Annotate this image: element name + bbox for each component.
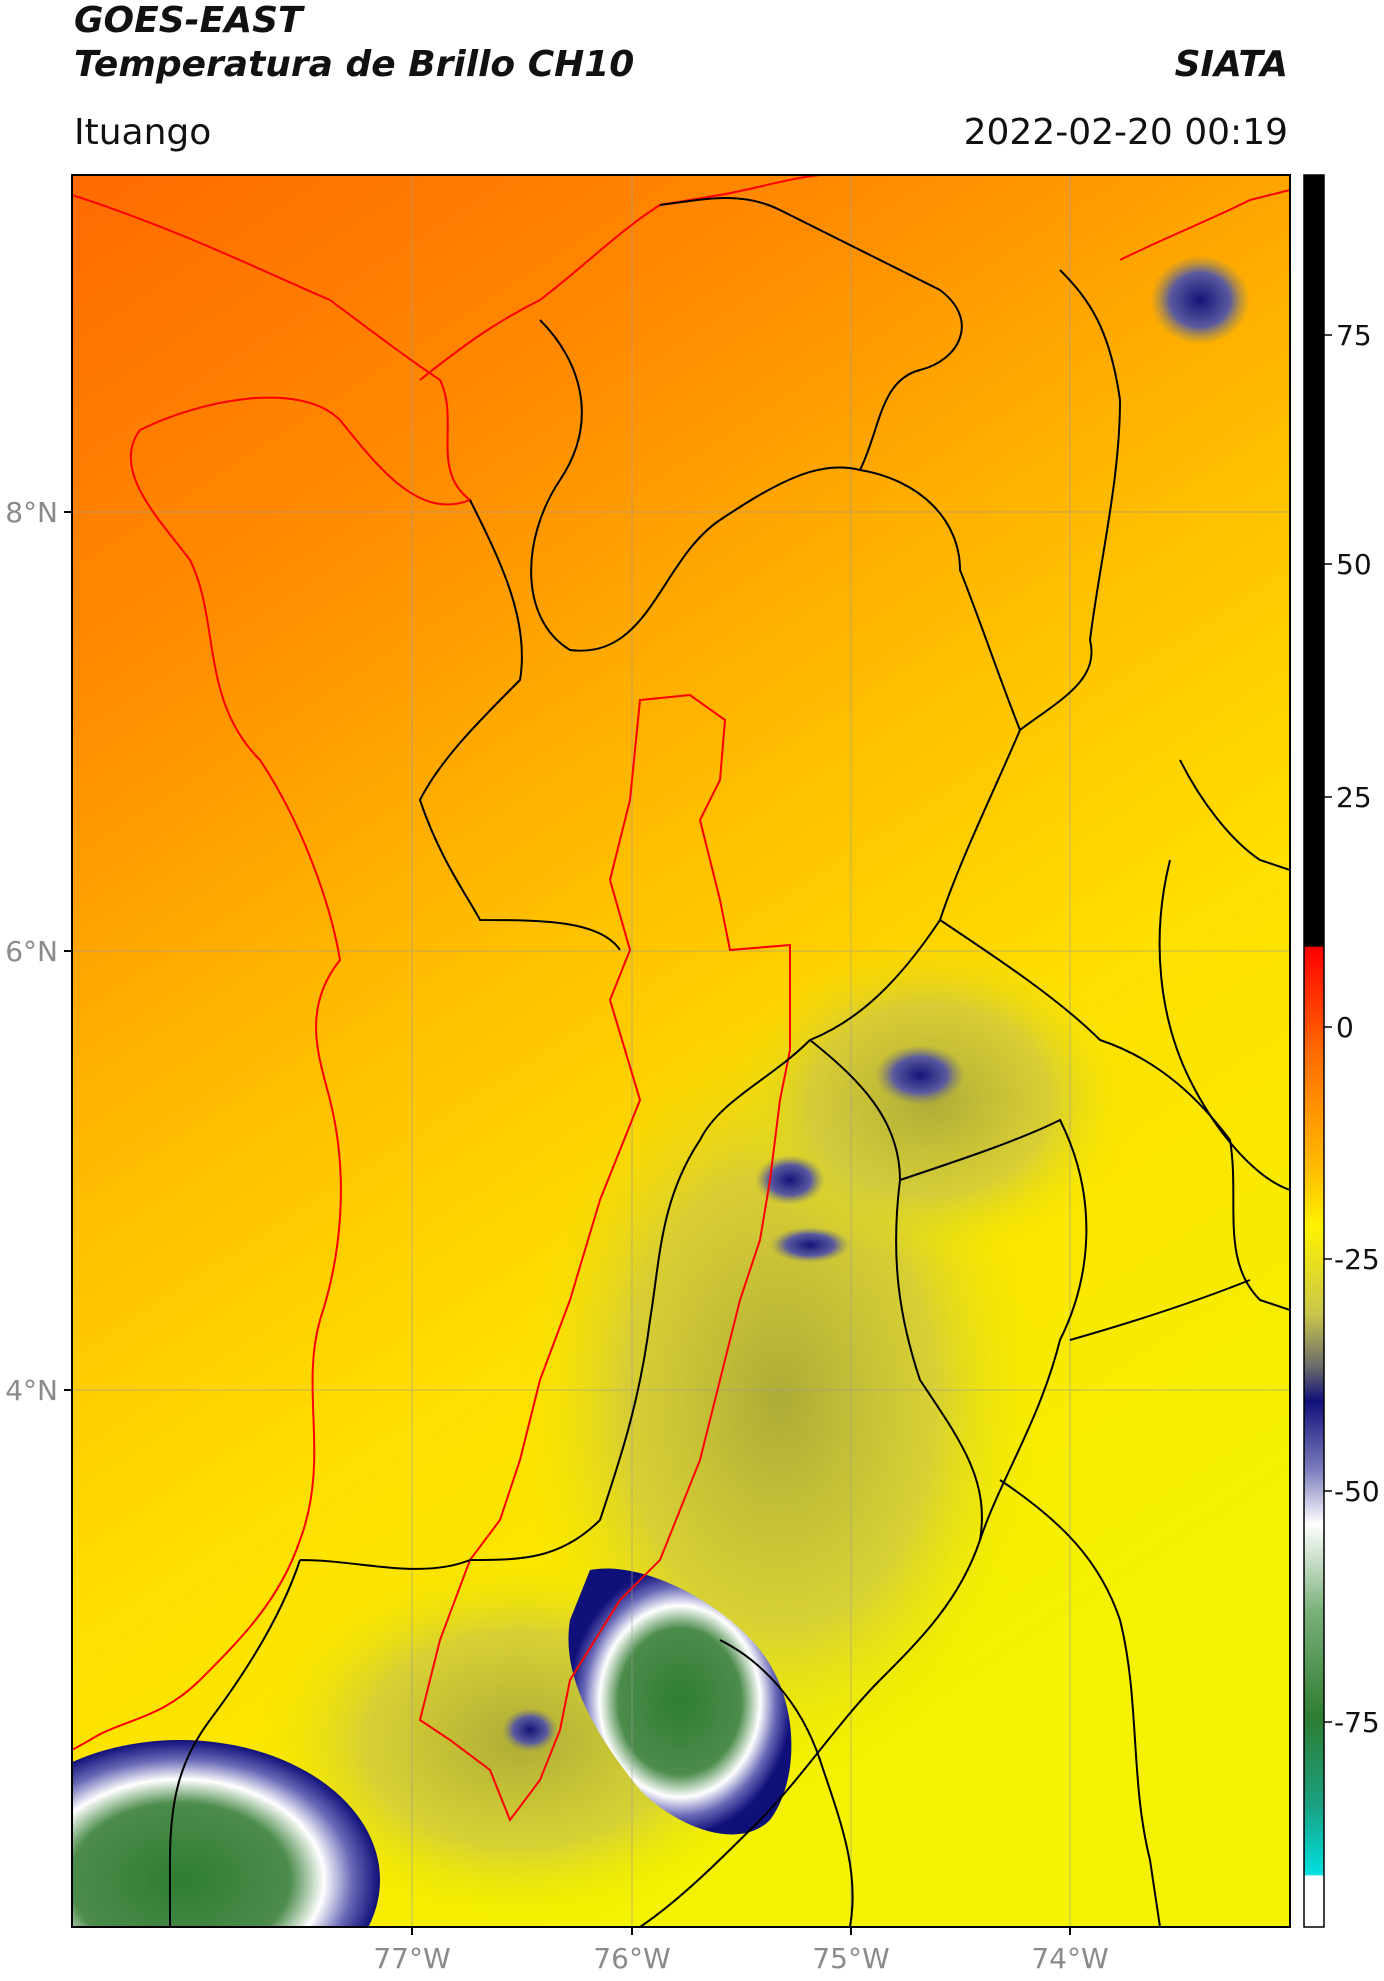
map-panel <box>72 175 1290 1927</box>
department-borders <box>169 197 1290 1927</box>
colorbar-tick-50: 50 <box>1336 548 1372 581</box>
colorbar-tick-25: 25 <box>1336 781 1372 814</box>
title-line-2: Temperatura de Brillo CH10 <box>74 44 635 85</box>
graticule <box>72 175 1290 1927</box>
colorbar-tick-0: 0 <box>1336 1011 1354 1044</box>
location-label: Ituango <box>74 112 212 153</box>
colorbar-tick-neg50: -50 <box>1334 1475 1380 1508</box>
cold-cloud-south-small <box>502 1708 558 1752</box>
lat-tick-6n: 6°N <box>5 935 58 968</box>
convective-cell-southwest <box>72 1740 380 1927</box>
lat-tick-8n: 8°N <box>5 496 58 529</box>
colorbar-scale <box>1303 174 1325 1928</box>
cold-cloud-center <box>755 1155 825 1205</box>
convective-cell-south <box>568 1568 792 1835</box>
colorbar-tick-75: 75 <box>1336 319 1372 352</box>
cold-cloud-northeast <box>1150 255 1250 345</box>
basin-outline <box>418 693 791 1823</box>
lon-tick-74w: 74°W <box>1031 1942 1108 1975</box>
lon-tick-77w: 77°W <box>373 1942 450 1975</box>
coastline <box>72 194 473 1751</box>
cold-cloud-center-2 <box>770 1227 850 1263</box>
axis-ticks <box>64 511 1071 1935</box>
colorbar: 75 50 25 0 -25 -50 -75 <box>1303 174 1380 1928</box>
lon-tick-76w: 76°W <box>593 1942 670 1975</box>
lon-tick-75w: 75°W <box>812 1942 889 1975</box>
cold-cloud-east <box>875 1045 965 1105</box>
timestamp-label: 2022-02-20 00:19 <box>963 112 1288 153</box>
north-coast <box>1119 189 1290 261</box>
colorbar-tick-neg75: -75 <box>1334 1706 1380 1739</box>
brand-label: SIATA <box>1174 44 1288 85</box>
map-frame <box>71 174 1291 1928</box>
gulf-coast <box>419 175 821 381</box>
lat-tick-4n: 4°N <box>5 1374 58 1407</box>
colorbar-tick-neg25: -25 <box>1334 1243 1380 1276</box>
title-line-1: GOES-EAST <box>74 0 303 41</box>
